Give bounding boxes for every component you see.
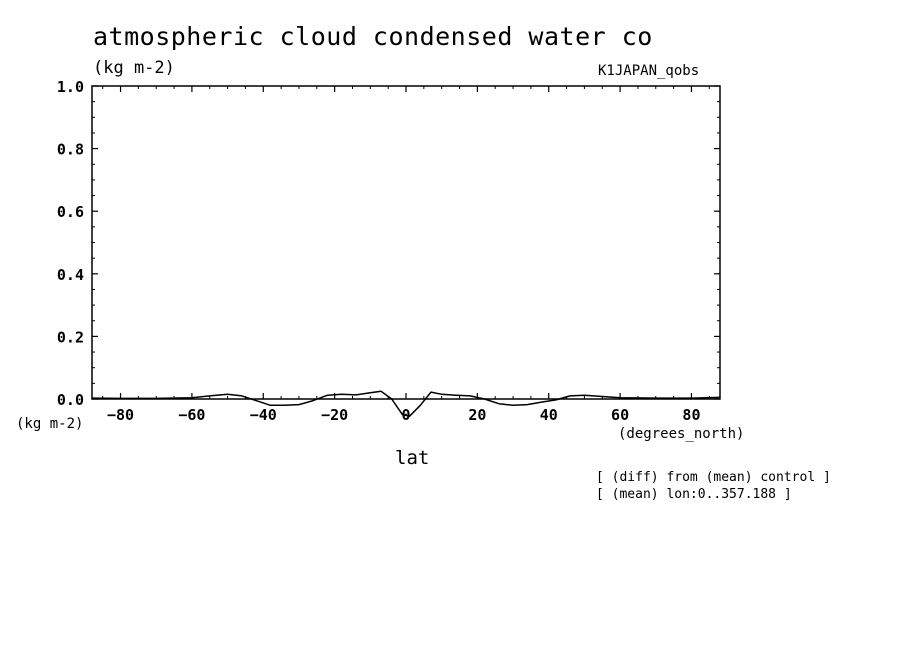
x-tick-label: 20: [468, 406, 486, 424]
y-tick-label: 1.0: [57, 78, 84, 96]
y-tick-label: 0.2: [57, 328, 84, 346]
units-label: (kg m-2): [93, 58, 175, 78]
y-tick-label: 0.8: [57, 141, 84, 159]
y-axis-unit: (kg m-2): [16, 416, 84, 432]
chart-title: atmospheric cloud condensed water co: [93, 22, 653, 51]
x-tick-label: −40: [250, 406, 277, 424]
run-label: K1JAPAN_qobs: [598, 63, 700, 79]
x-axis-label: lat: [395, 447, 430, 469]
note-mean: [ (mean) lon:0..357.188 ]: [596, 487, 792, 502]
plot-frame: [91, 85, 721, 400]
x-tick-label: −80: [107, 406, 134, 424]
y-tick-label: 0.0: [57, 391, 84, 409]
x-tick-label: 80: [682, 406, 700, 424]
y-tick-label: 0.4: [57, 266, 84, 284]
x-axis-unit: (degrees_north): [618, 426, 745, 442]
y-tick-label: 0.6: [57, 203, 84, 221]
series-line: [91, 390, 721, 417]
note-diff: [ (diff) from (mean) control ]: [596, 470, 831, 485]
x-tick-label: −20: [321, 406, 348, 424]
x-tick-label: 40: [540, 406, 558, 424]
x-tick-label: −60: [178, 406, 205, 424]
x-tick-label: 60: [611, 406, 629, 424]
